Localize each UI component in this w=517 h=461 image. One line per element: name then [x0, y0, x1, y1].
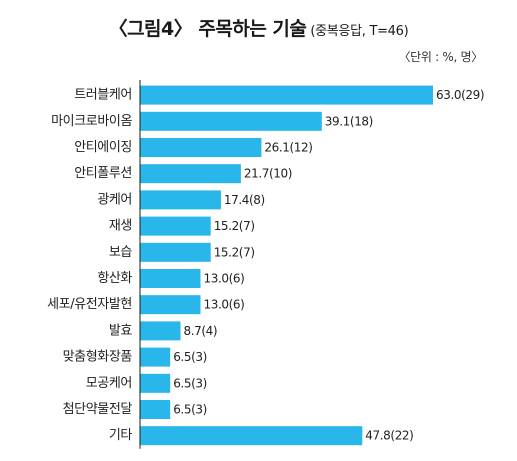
data-label: 39.1(18): [325, 114, 373, 128]
data-label: 21.7(10): [244, 167, 292, 181]
bar: [140, 164, 241, 184]
category-label: 재생: [109, 219, 132, 234]
data-label: 6.5(3): [173, 350, 207, 364]
bar: [140, 242, 211, 262]
category-label: 세포/유전자발현: [47, 297, 132, 312]
bar: [140, 216, 211, 236]
category-label: 모공케어: [86, 376, 132, 391]
chart-title: 〈그림4〉 주목하는 기술 (중복응답, T=46): [0, 14, 517, 41]
bar-row: 광케어 17.4(8): [97, 190, 265, 210]
bar: [140, 400, 171, 419]
data-label: 13.0(6): [204, 298, 245, 312]
bar-row: 세포/유전자발현 13.0(6): [47, 295, 245, 315]
bar-row: 맞춤형화장품 6.5(3): [63, 347, 207, 367]
data-label: 26.1(12): [264, 141, 312, 155]
bar: [140, 85, 433, 105]
chart-title-main: 〈그림4〉 주목하는 기술: [108, 18, 307, 40]
bar-row: 첨단약물전달 6.5(3): [63, 400, 207, 419]
bar: [140, 111, 322, 131]
bar-row: 마이크로바이옴 39.1(18): [51, 111, 373, 131]
category-label: 마이크로바이옴: [51, 114, 132, 129]
unit-note: 〈단위 : %, 명〉: [398, 50, 483, 64]
category-label: 첨단약물전달: [63, 402, 133, 417]
bar: [140, 138, 262, 157]
category-label: 보습: [109, 245, 133, 260]
data-label: 6.5(3): [173, 403, 207, 417]
bar: [140, 347, 171, 367]
category-label: 기타: [109, 428, 133, 443]
category-label: 안티폴루션: [74, 166, 132, 181]
data-label: 63.0(29): [436, 88, 484, 102]
bar-row: 보습 15.2(7): [109, 242, 255, 262]
bar-row: 기타 47.8(22): [109, 426, 414, 446]
category-label: 트러블케어: [74, 88, 132, 103]
bar: [140, 321, 181, 341]
bar-row: 재생 15.2(7): [109, 216, 255, 236]
category-label: 맞춤형화장품: [63, 350, 133, 365]
bar-row: 안티에이징 26.1(12): [74, 138, 313, 157]
category-label: 광케어: [97, 192, 132, 207]
chart-subtitle: (중복응답, T=46): [310, 24, 409, 39]
bar: [140, 269, 201, 288]
data-label: 17.4(8): [224, 193, 265, 207]
bar: [140, 190, 221, 210]
bar-row: 모공케어 6.5(3): [86, 373, 207, 393]
category-label: 항산화: [97, 271, 132, 286]
bar: [140, 373, 171, 393]
data-label: 8.7(4): [184, 324, 218, 338]
bar-row: 항산화 13.0(6): [97, 269, 245, 288]
bar-row: 트러블케어 63.0(29): [74, 85, 485, 105]
category-label: 발효: [109, 323, 133, 338]
bar: [140, 295, 201, 315]
bar: [140, 426, 363, 446]
data-label: 13.0(6): [204, 272, 245, 286]
category-label: 안티에이징: [74, 140, 132, 155]
data-label: 15.2(7): [214, 245, 255, 259]
data-label: 15.2(7): [214, 219, 255, 233]
bar-row: 안티폴루션 21.7(10): [74, 164, 292, 184]
bar-row: 발효 8.7(4): [109, 321, 218, 341]
data-label: 47.8(22): [365, 429, 413, 443]
data-label: 6.5(3): [173, 376, 207, 390]
